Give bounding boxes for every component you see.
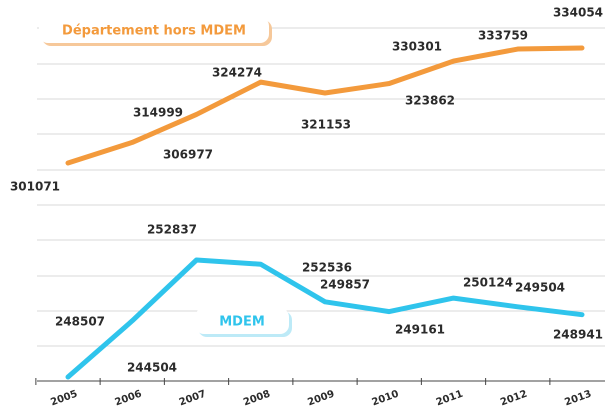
data-label: 248507: [55, 315, 105, 329]
data-label: 248941: [553, 328, 603, 342]
series-line: [65, 45, 585, 166]
x-tick-label: 2008: [242, 389, 272, 409]
series-line: [65, 257, 585, 380]
data-label: 330301: [392, 40, 442, 54]
data-label: 306977: [163, 148, 213, 162]
legend-label: MDEM: [219, 315, 265, 330]
legend-box: [195, 308, 289, 334]
x-tick-label: 2005: [49, 389, 79, 409]
data-label: 334054: [553, 6, 603, 20]
data-label: 249857: [320, 278, 370, 292]
data-label: 244504: [127, 361, 177, 375]
data-label: 314999: [133, 106, 183, 120]
data-label: 301071: [10, 180, 60, 194]
x-tick-label: 2009: [306, 389, 336, 409]
x-tick-label: 2010: [370, 389, 400, 409]
x-tick-label: 2011: [435, 389, 465, 409]
x-tick-label: 2013: [563, 389, 593, 409]
legend-label: Département hors MDEM: [62, 24, 246, 39]
grid: [37, 27, 605, 347]
data-label: 250124: [463, 276, 513, 290]
legend-box: [39, 17, 269, 43]
x-tick-label: 2012: [499, 389, 529, 409]
x-tick-label: 2007: [178, 389, 208, 409]
data-label: 249161: [395, 323, 445, 337]
x-tick-label: 2006: [113, 389, 143, 409]
data-label: 249504: [515, 281, 565, 295]
data-label: 324274: [212, 66, 262, 80]
legend-item: MDEM: [195, 308, 292, 337]
data-label: 321153: [301, 118, 351, 132]
data-label: 252536: [302, 261, 352, 275]
data-label: 323862: [405, 94, 455, 108]
legend-item: Département hors MDEM: [39, 17, 272, 46]
data-label: 333759: [478, 29, 528, 43]
data-label: 252837: [147, 223, 197, 237]
